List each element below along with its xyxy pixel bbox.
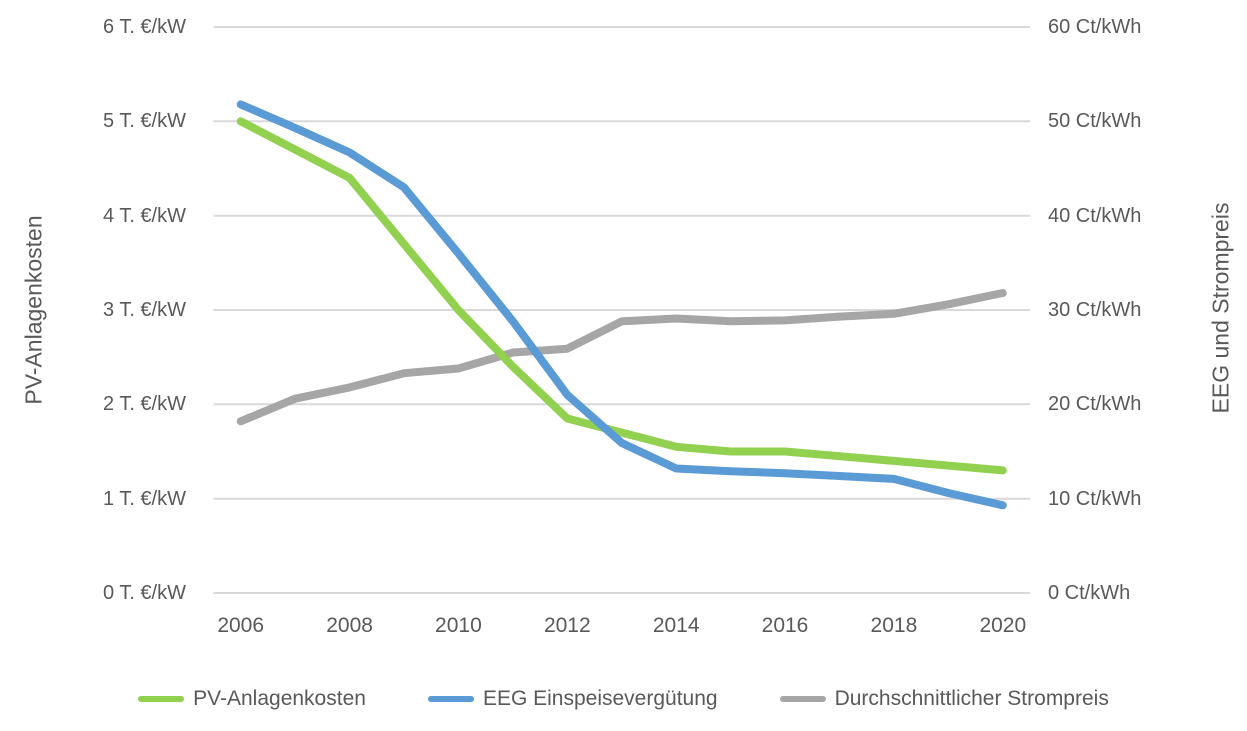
left-axis-tick-label: 4 T. €/kW [103,204,186,227]
left-axis-tick-label: 5 T. €/kW [103,110,186,133]
durchschnittlicher-strompreis-line [236,289,1007,426]
left-axis-tick-label: 6 T. €/kW [103,16,186,38]
right-axis-tick-label: 30 Ct/kWh [1048,299,1142,321]
left-axis-tick-label: 2 T. €/kW [103,393,186,416]
right-axis-tick-label: 20 Ct/kWh [1048,393,1142,416]
legend-label-eeg-einspeiseverguetung: EEG Einspeisevergütung [482,687,718,710]
right-axis-tick-label: 0 Ct/kWh [1048,582,1131,604]
legend-item-eeg-einspeiseverguetung: EEG Einspeisevergütung [427,687,718,711]
legend-swatch-durchschnittlicher-strompreis [779,696,826,702]
right-axis-tick-label: 50 Ct/kWh [1048,110,1142,133]
legend-label-durchschnittlicher-strompreis: Durchschnittlicher Strompreis [834,687,1109,710]
x-axis-tick-label: 2010 [435,614,482,637]
x-axis-tick-label: 2016 [761,614,809,637]
right-axis-tick-label: 60 Ct/kWh [1048,16,1142,38]
right-axis-tick-label: 40 Ct/kWh [1048,204,1142,227]
legend: PV-Anlagenkosten EEG Einspeisevergütung Du… [0,687,1247,711]
right-axis-tick-label: 10 Ct/kWh [1048,487,1142,510]
left-axis-tick-label: 3 T. €/kW [103,299,186,321]
legend-swatch-eeg-einspeiseverguetung [427,696,474,702]
legend-label-pv-anlagenkosten: PV-Anlagenkosten [193,687,366,710]
legend-item-durchschnittlicher-strompreis: Durchschnittlicher Strompreis [779,687,1109,711]
eeg-einspeiseverguetung-line [236,100,1007,510]
x-axis-tick-label: 2008 [326,614,373,637]
left-axis-tick-label: 1 T. €/kW [103,487,186,510]
x-axis-tick-label: 2006 [217,614,265,637]
x-axis-tick-label: 2014 [652,614,700,637]
right-axis-title: EEG und Strompreis [1207,202,1234,414]
x-axis-tick-label: 2020 [979,614,1027,637]
x-axis-tick-label: 2012 [543,614,591,637]
x-axis-tick-label: 2018 [870,614,918,637]
legend-swatch-pv-anlagenkosten [138,696,185,702]
pv-anlagenkosten-line [236,117,1007,475]
left-axis-tick-label: 0 T. €/kW [103,582,186,604]
legend-item-pv-anlagenkosten: PV-Anlagenkosten [138,687,366,711]
